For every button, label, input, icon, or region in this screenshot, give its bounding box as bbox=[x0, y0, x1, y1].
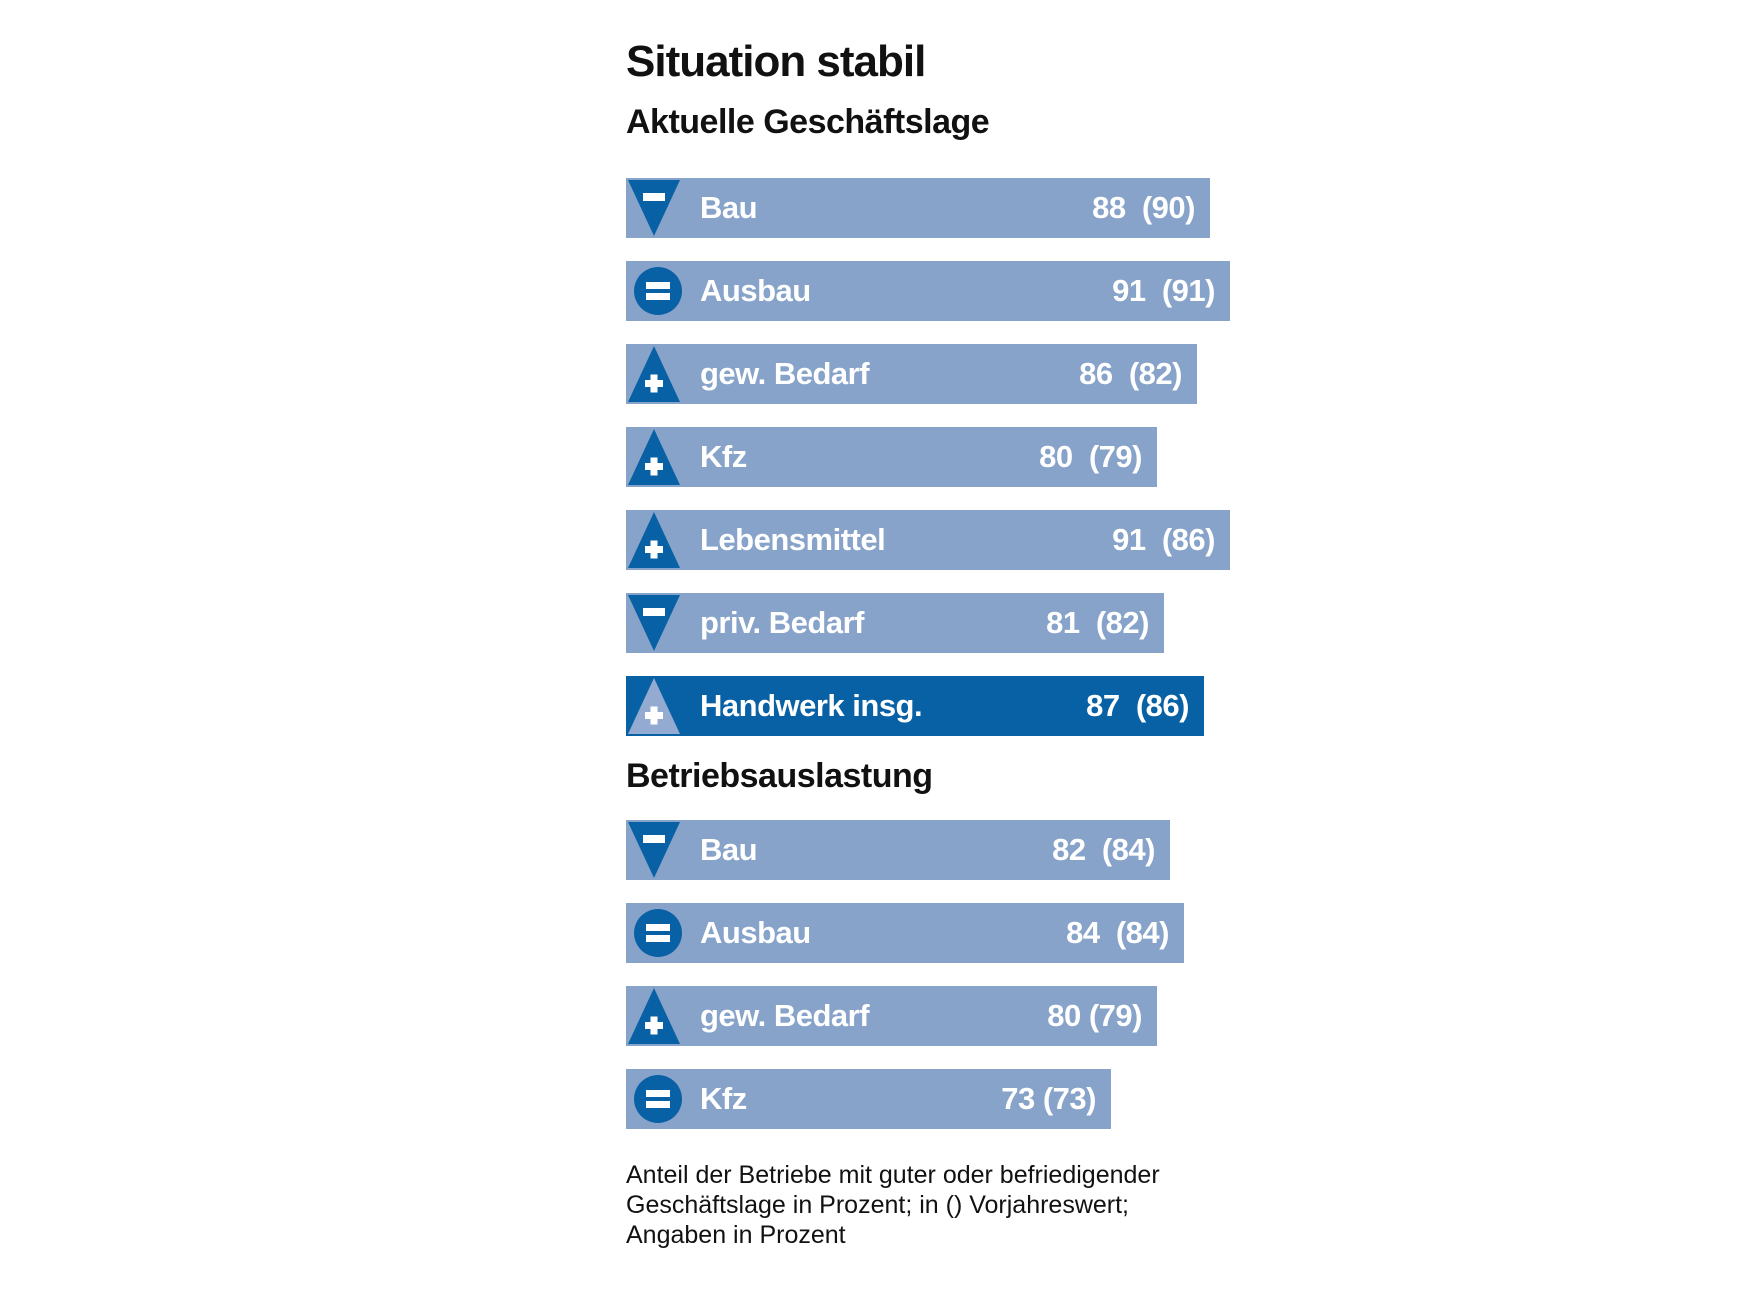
circle-equals-icon bbox=[634, 909, 682, 957]
data-bar: Handwerk insg. 87 (86) bbox=[626, 676, 1204, 736]
circle-equals-icon bbox=[634, 1075, 682, 1123]
circle-equals-icon bbox=[634, 267, 682, 315]
triangle-up-plus-icon bbox=[628, 346, 680, 402]
data-bar: priv. Bedarf 81 (82) bbox=[626, 593, 1164, 653]
bar-values: 86 (82) bbox=[1079, 356, 1182, 391]
bar-values: 81 (82) bbox=[1046, 605, 1149, 640]
bar-label: Ausbau bbox=[700, 273, 811, 308]
section-heading: Aktuelle Geschäftslage bbox=[626, 103, 990, 141]
bar-label: Kfz bbox=[700, 439, 747, 474]
data-bar: Kfz 80 (79) bbox=[626, 427, 1157, 487]
bar-row: Kfz 73 (73) bbox=[626, 1069, 1286, 1129]
chart-section: Betriebsauslastung Bau 82 (84) Ausbau 84… bbox=[626, 759, 1286, 1129]
bar-row: Handwerk insg. 87 (86) bbox=[626, 676, 1286, 736]
bar-row: Kfz 80 (79) bbox=[626, 427, 1286, 487]
bar-values: 91 (86) bbox=[1112, 522, 1215, 557]
bar-list: Bau 88 (90) Ausbau 91 (91) gew. Bedarf 8… bbox=[626, 178, 1286, 736]
chart-content: Situation stabil Aktuelle Geschäftslage … bbox=[626, 40, 1286, 1250]
bar-values: 82 (84) bbox=[1052, 832, 1155, 867]
footnote-line: Anteil der Betriebe mit guter oder befri… bbox=[626, 1161, 1160, 1189]
section-heading: Betriebsauslastung bbox=[626, 757, 933, 795]
triangle-up-plus-icon bbox=[628, 429, 680, 485]
triangle-down-minus-icon bbox=[628, 595, 680, 651]
bar-values: 91 (91) bbox=[1112, 273, 1215, 308]
bar-row: Lebensmittel 91 (86) bbox=[626, 510, 1286, 570]
bar-label: priv. Bedarf bbox=[700, 605, 864, 640]
bar-row: Ausbau 84 (84) bbox=[626, 903, 1286, 963]
chart-section: Aktuelle Geschäftslage Bau 88 (90) Ausba… bbox=[626, 105, 1286, 736]
triangle-up-plus-icon bbox=[628, 512, 680, 568]
bar-row: priv. Bedarf 81 (82) bbox=[626, 593, 1286, 653]
footnote-line: Angaben in Prozent bbox=[626, 1221, 846, 1249]
data-bar: Ausbau 84 (84) bbox=[626, 903, 1184, 963]
bar-values: 88 (90) bbox=[1092, 190, 1195, 225]
bar-label: gew. Bedarf bbox=[700, 998, 870, 1033]
bar-values: 73 (73) bbox=[1001, 1081, 1096, 1116]
data-bar: Bau 88 (90) bbox=[626, 178, 1210, 238]
bar-label: Bau bbox=[700, 190, 758, 225]
triangle-up-plus-icon bbox=[628, 678, 680, 734]
triangle-down-minus-icon bbox=[628, 180, 680, 236]
data-bar: Kfz 73 (73) bbox=[626, 1069, 1111, 1129]
bar-label: Kfz bbox=[700, 1081, 747, 1116]
chart-sections: Aktuelle Geschäftslage Bau 88 (90) Ausba… bbox=[626, 105, 1286, 1129]
data-bar: gew. Bedarf 80 (79) bbox=[626, 986, 1157, 1046]
data-bar: Lebensmittel 91 (86) bbox=[626, 510, 1230, 570]
bar-label: Handwerk insg. bbox=[700, 688, 923, 723]
footnote-line: Geschäftslage in Prozent; in () Vorjahre… bbox=[626, 1191, 1130, 1219]
chart-title: Situation stabil bbox=[626, 37, 926, 86]
bar-row: gew. Bedarf 86 (82) bbox=[626, 344, 1286, 404]
bar-row: Ausbau 91 (91) bbox=[626, 261, 1286, 321]
bar-label: Lebensmittel bbox=[700, 522, 886, 557]
bar-label: Bau bbox=[700, 832, 758, 867]
footnote: Anteil der Betriebe mit guter oder befri… bbox=[626, 1160, 1286, 1250]
triangle-down-minus-icon bbox=[628, 822, 680, 878]
bar-values: 80 (79) bbox=[1039, 439, 1142, 474]
data-bar: Bau 82 (84) bbox=[626, 820, 1170, 880]
bar-label: Ausbau bbox=[700, 915, 811, 950]
bar-values: 87 (86) bbox=[1086, 688, 1189, 723]
bar-values: 84 (84) bbox=[1066, 915, 1169, 950]
bar-row: Bau 82 (84) bbox=[626, 820, 1286, 880]
data-bar: gew. Bedarf 86 (82) bbox=[626, 344, 1197, 404]
bar-label: gew. Bedarf bbox=[700, 356, 870, 391]
bar-row: gew. Bedarf 80 (79) bbox=[626, 986, 1286, 1046]
data-bar: Ausbau 91 (91) bbox=[626, 261, 1230, 321]
bar-row: Bau 88 (90) bbox=[626, 178, 1286, 238]
bar-list: Bau 82 (84) Ausbau 84 (84) gew. Bedarf 8… bbox=[626, 820, 1286, 1129]
triangle-up-plus-icon bbox=[628, 988, 680, 1044]
bar-values: 80 (79) bbox=[1047, 998, 1142, 1033]
